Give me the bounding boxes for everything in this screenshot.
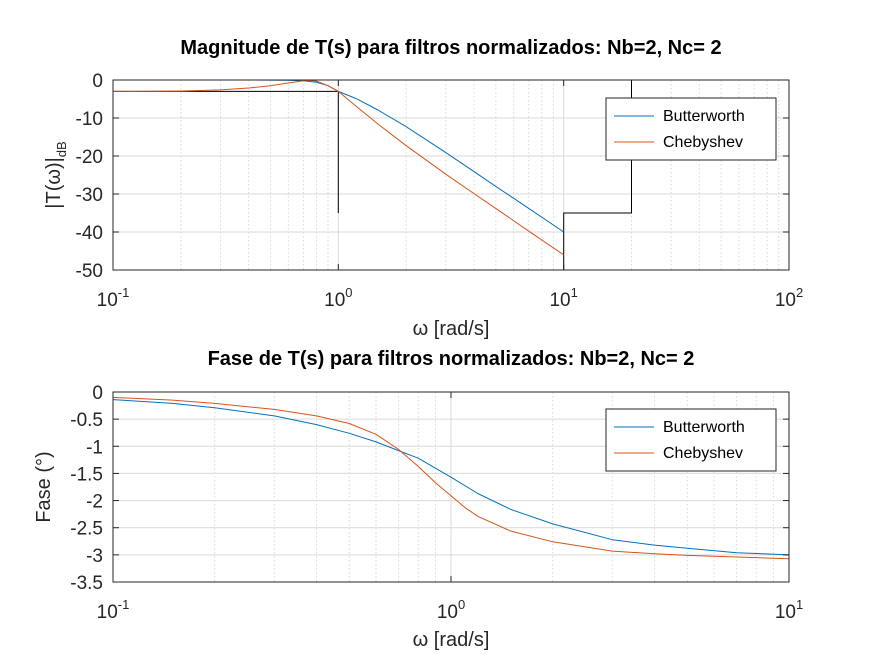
phase-series-line-butterworth xyxy=(112,399,790,556)
phase-series xyxy=(112,396,790,560)
magnitude-y-ticks: 0 -10 -20 -30 -40 -50 xyxy=(76,71,789,282)
magnitude-axes-box xyxy=(112,79,790,271)
magnitude-x-tick-label: 102 xyxy=(775,285,803,311)
magnitude-annotation-line xyxy=(113,90,339,213)
magnitude-legend-label-butterworth: Butterworth xyxy=(663,108,745,125)
magnitude-x-tick-label: 10-1 xyxy=(97,285,130,311)
phase-y-tick-label: -3 xyxy=(86,546,103,567)
phase-legend-box xyxy=(605,408,777,472)
phase-plot: Fase de T(s) para filtros normalizados: … xyxy=(33,348,803,651)
magnitude-y-label-main: |T(ω)| xyxy=(43,157,65,209)
phase-legend-label-chebyshev: Chebyshev xyxy=(663,445,743,462)
magnitude-x-ticks: 10-1 100 101 102 xyxy=(97,80,803,311)
magnitude-y-tick-label: -40 xyxy=(76,223,103,244)
phase-series-line-chebyshev xyxy=(112,396,790,560)
magnitude-y-tick-label: -20 xyxy=(76,147,103,168)
phase-x-label: ω [rad/s] xyxy=(413,629,490,651)
phase-y-tick-label: -1.5 xyxy=(70,464,103,485)
magnitude-title: Magnitude de T(s) para filtros normaliza… xyxy=(180,37,721,59)
phase-y-tick-label: -3.5 xyxy=(70,573,103,594)
magnitude-y-label-sub: dB xyxy=(54,141,69,157)
phase-y-tick-label: -2 xyxy=(86,492,103,513)
phase-legend: Butterworth Chebyshev xyxy=(605,408,777,472)
magnitude-y-tick-label: -50 xyxy=(76,261,103,282)
magnitude-legend-box xyxy=(605,97,777,161)
magnitude-legend: Butterworth Chebyshev xyxy=(605,97,777,161)
magnitude-y-tick-label: -10 xyxy=(76,109,103,130)
magnitude-legend-label-chebyshev: Chebyshev xyxy=(663,134,743,151)
magnitude-plot: Magnitude de T(s) para filtros normaliza… xyxy=(43,37,803,340)
phase-legend-label-butterworth: Butterworth xyxy=(663,419,745,436)
phase-x-tick-label: 101 xyxy=(775,597,803,623)
magnitude-y-tick-label: -30 xyxy=(76,185,103,206)
phase-x-tick-label: 100 xyxy=(437,597,465,623)
magnitude-y-tick-label: 0 xyxy=(92,71,103,92)
phase-y-tick-label: -0.5 xyxy=(70,410,103,431)
phase-title: Fase de T(s) para filtros normalizados: … xyxy=(208,348,695,370)
phase-y-tick-label: 0 xyxy=(92,383,103,404)
phase-y-ticks: 0 -0.5 -1 -1.5 -2 -2.5 -3 -3.5 xyxy=(70,383,789,594)
phase-x-ticks: 10-1 100 101 xyxy=(97,392,803,623)
phase-x-tick-label: 10-1 xyxy=(97,597,130,623)
magnitude-x-tick-label: 101 xyxy=(549,285,577,311)
magnitude-series-line-chebyshev xyxy=(112,79,564,256)
magnitude-y-label: |T(ω)|dB xyxy=(43,141,69,208)
phase-y-tick-label: -2.5 xyxy=(70,519,103,540)
magnitude-x-label: ω [rad/s] xyxy=(413,318,490,340)
magnitude-x-tick-label: 100 xyxy=(324,285,352,311)
phase-y-tick-label: -1 xyxy=(86,437,103,458)
phase-y-label: Fase (°) xyxy=(33,451,55,522)
